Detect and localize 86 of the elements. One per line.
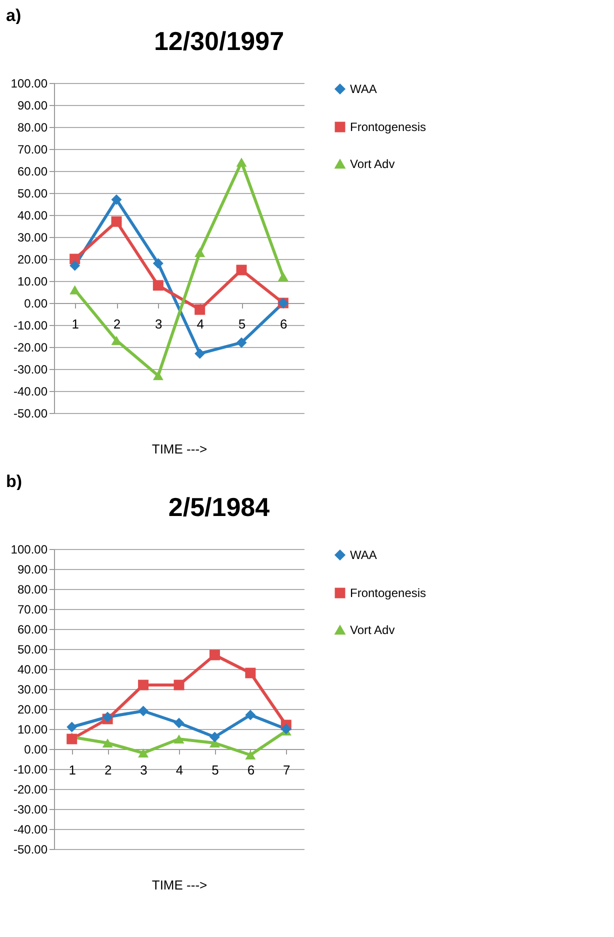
point <box>152 258 164 269</box>
y-tick-label: -50.00 <box>13 406 48 420</box>
y-tick-label: -10.00 <box>13 318 48 332</box>
point <box>245 668 256 678</box>
point <box>111 216 122 227</box>
point <box>209 650 220 660</box>
point <box>236 337 247 348</box>
point <box>70 285 80 294</box>
x-tick-label: 1 <box>68 762 76 778</box>
legend-label: Vort Adv <box>350 623 395 637</box>
point <box>152 371 164 380</box>
x-tick-label: 7 <box>283 762 290 778</box>
y-tick-label: 50.00 <box>17 642 48 656</box>
y-tick-label: -50.00 <box>13 842 48 856</box>
y-tick-label: 30.00 <box>17 682 48 696</box>
x-tick-label: 2 <box>113 316 121 332</box>
y-tick-label: 80.00 <box>17 120 48 134</box>
point <box>70 260 80 271</box>
y-tick-label: 100.00 <box>10 76 48 90</box>
point <box>138 706 149 716</box>
y-tick-label: 100.00 <box>10 542 48 556</box>
point <box>236 264 247 276</box>
y-tick-label: 70.00 <box>17 142 48 156</box>
point <box>66 734 78 744</box>
x-tick-label: 1 <box>72 316 79 332</box>
text: a) <box>5 5 22 25</box>
x-tick-label: 6 <box>247 762 255 778</box>
point <box>236 158 247 167</box>
x-tick-label: 6 <box>280 316 288 332</box>
point <box>194 348 206 359</box>
legend-label: WAA <box>350 82 377 96</box>
legend-label: Vort Adv <box>350 157 395 171</box>
y-tick-label: 40.00 <box>17 208 48 222</box>
y-tick-label: -20.00 <box>13 340 48 354</box>
point <box>174 680 184 690</box>
point <box>66 722 78 732</box>
x-axis-title: TIME ---> <box>152 878 208 892</box>
x-tick-label: 5 <box>238 316 246 332</box>
y-tick-label: 30.00 <box>17 230 48 244</box>
point <box>194 248 206 257</box>
point <box>280 724 292 734</box>
y-tick-label: 10.00 <box>17 274 48 288</box>
y-tick-label: -30.00 <box>13 362 48 376</box>
y-tick-label: 70.00 <box>17 602 48 616</box>
legend-label: Frontogenesis <box>350 120 426 134</box>
y-tick-label: 0.00 <box>24 742 48 756</box>
chart-title: 2/5/1984 <box>168 492 270 522</box>
y-tick-label: 0.00 <box>24 296 48 310</box>
chart-title: 12/30/1997 <box>154 26 284 56</box>
point <box>152 280 164 291</box>
y-tick-label: 90.00 <box>17 562 48 576</box>
y-tick-label: -40.00 <box>13 822 48 836</box>
y-tick-label: 60.00 <box>17 622 48 636</box>
x-axis-title: TIME ---> <box>152 442 208 456</box>
x-tick-label: 3 <box>155 316 162 332</box>
point <box>174 734 184 744</box>
y-tick-label: 60.00 <box>17 164 48 178</box>
y-tick-label: -20.00 <box>13 782 48 796</box>
y-tick-label: -30.00 <box>13 802 48 816</box>
x-tick-label: 4 <box>176 762 184 778</box>
x-tick-label: 2 <box>104 762 112 778</box>
point <box>245 710 256 720</box>
point <box>111 194 122 205</box>
y-tick-label: 90.00 <box>17 98 48 112</box>
y-tick-label: -10.00 <box>13 762 48 776</box>
y-tick-label: 20.00 <box>17 702 48 716</box>
y-tick-label: 20.00 <box>17 252 48 266</box>
legend-label: Frontogenesis <box>350 586 426 600</box>
point <box>194 304 206 315</box>
point <box>278 272 288 282</box>
y-tick-label: 80.00 <box>17 582 48 596</box>
y-tick-label: 50.00 <box>17 186 48 200</box>
y-tick-label: 10.00 <box>17 722 48 736</box>
point <box>174 718 184 728</box>
point <box>209 732 220 742</box>
point <box>138 680 149 690</box>
y-tick-label: -40.00 <box>13 384 48 398</box>
point <box>102 738 113 748</box>
x-tick-label: 5 <box>212 762 219 778</box>
legend-label: WAA <box>350 548 377 562</box>
x-tick-label: 3 <box>140 762 148 778</box>
text: b) <box>5 471 24 491</box>
y-tick-label: 40.00 <box>17 662 48 676</box>
x-tick-label: 4 <box>196 316 204 332</box>
point <box>138 748 149 758</box>
point <box>245 750 256 760</box>
